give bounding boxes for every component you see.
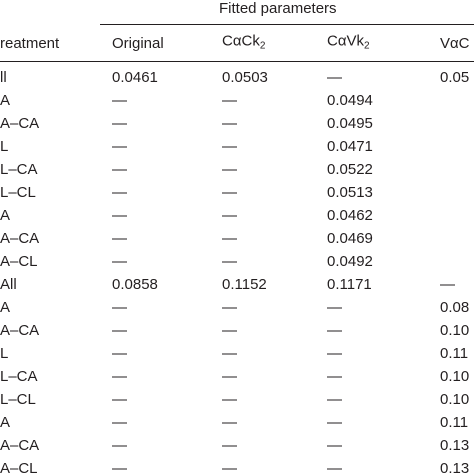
row-label: A–CA xyxy=(0,230,40,247)
cell: — xyxy=(327,368,342,385)
header-subscript: 2 xyxy=(364,40,370,52)
cell: — xyxy=(112,437,127,454)
group-title: Fitted parameters xyxy=(219,0,337,17)
header-text: Original xyxy=(112,35,164,52)
cell: — xyxy=(327,437,342,454)
column-header: CαCk2 xyxy=(222,33,265,56)
cell: — xyxy=(327,391,342,408)
row-label: A xyxy=(0,299,11,316)
cell: — xyxy=(440,276,455,293)
row-label: L–CA xyxy=(0,161,38,178)
row-label: All xyxy=(0,276,17,293)
cell: 0.13 xyxy=(440,460,470,474)
row-label: L–CL xyxy=(0,391,36,408)
cell: — xyxy=(327,322,342,339)
cell: — xyxy=(222,437,237,454)
cell: — xyxy=(327,345,342,362)
cell: 0.10 xyxy=(440,368,470,385)
header-text: reatment xyxy=(0,35,60,52)
header-rule xyxy=(0,61,474,62)
cell: — xyxy=(112,414,127,431)
cell: — xyxy=(327,460,342,474)
cell: 0.0503 xyxy=(222,69,268,86)
header-text: VαC xyxy=(440,35,470,52)
cell: — xyxy=(222,414,237,431)
cell: — xyxy=(222,230,237,247)
row-label: A–CA xyxy=(0,322,40,339)
cell: 0.10 xyxy=(440,322,470,339)
cell: — xyxy=(112,138,127,155)
column-header: Original xyxy=(112,35,164,53)
row-label: L–CA xyxy=(0,368,38,385)
header-subscript: 2 xyxy=(259,40,266,52)
row-label: ll xyxy=(0,69,7,86)
row-label: A xyxy=(0,92,11,109)
cell: — xyxy=(112,207,127,224)
cell: 0.0461 xyxy=(112,69,158,86)
cell: 0.11 xyxy=(440,414,469,431)
cell: — xyxy=(112,115,127,132)
cell: — xyxy=(112,184,127,201)
cell: — xyxy=(327,299,342,316)
cell: — xyxy=(222,460,237,474)
row-label: A–CA xyxy=(0,437,40,454)
group-rule xyxy=(100,24,474,25)
cell: — xyxy=(112,460,127,474)
cell: 0.0492 xyxy=(327,253,373,270)
cell: 0.0462 xyxy=(327,207,373,224)
column-header: VαC xyxy=(440,35,470,53)
cell: — xyxy=(112,161,127,178)
cell: — xyxy=(222,207,237,224)
column-header: CαVk2 xyxy=(327,33,370,56)
cell: 0.0858 xyxy=(112,276,158,293)
cell: 0.1152 xyxy=(222,276,267,293)
cell: — xyxy=(112,92,127,109)
cell: — xyxy=(222,299,237,316)
cell: 0.0513 xyxy=(327,184,373,201)
row-label: A–CL xyxy=(0,460,38,474)
cell: — xyxy=(222,138,237,155)
row-label: A xyxy=(0,207,11,224)
cell: — xyxy=(222,161,237,178)
cell: — xyxy=(112,368,127,385)
cell: 0.11 xyxy=(440,345,469,362)
cell: — xyxy=(222,345,237,362)
cell: — xyxy=(112,230,127,247)
header-text: CαVk xyxy=(327,32,365,50)
cell: 0.05 xyxy=(440,69,470,86)
cell: — xyxy=(222,115,237,132)
cell: 0.08 xyxy=(440,299,470,316)
row-label: A–CL xyxy=(0,253,38,270)
cell: — xyxy=(112,299,127,316)
cell: 0.10 xyxy=(440,391,470,408)
column-header: reatment xyxy=(0,35,59,53)
cell: — xyxy=(112,391,127,408)
cell: — xyxy=(222,322,237,339)
row-label: L–CL xyxy=(0,184,36,201)
cell: 0.0495 xyxy=(327,115,373,132)
cell: — xyxy=(112,345,127,362)
cell: 0.0471 xyxy=(327,138,373,155)
cell: 0.0469 xyxy=(327,230,373,247)
cell: 0.0522 xyxy=(327,161,373,178)
cell: 0.13 xyxy=(440,437,470,454)
cell: — xyxy=(112,253,127,270)
cell: — xyxy=(327,414,342,431)
row-label: L xyxy=(0,345,9,362)
cell: — xyxy=(222,253,237,270)
row-label: A–CA xyxy=(0,115,40,132)
cell: 0.1171 xyxy=(327,276,372,293)
cell: — xyxy=(222,391,237,408)
cell: — xyxy=(112,322,127,339)
cell: — xyxy=(222,184,237,201)
cell: — xyxy=(327,69,342,86)
row-label: L xyxy=(0,138,9,155)
row-label: A xyxy=(0,414,11,431)
cell: 0.0494 xyxy=(327,92,373,109)
header-text: CαCk xyxy=(222,32,260,50)
cell: — xyxy=(222,92,237,109)
cell: — xyxy=(222,368,237,385)
